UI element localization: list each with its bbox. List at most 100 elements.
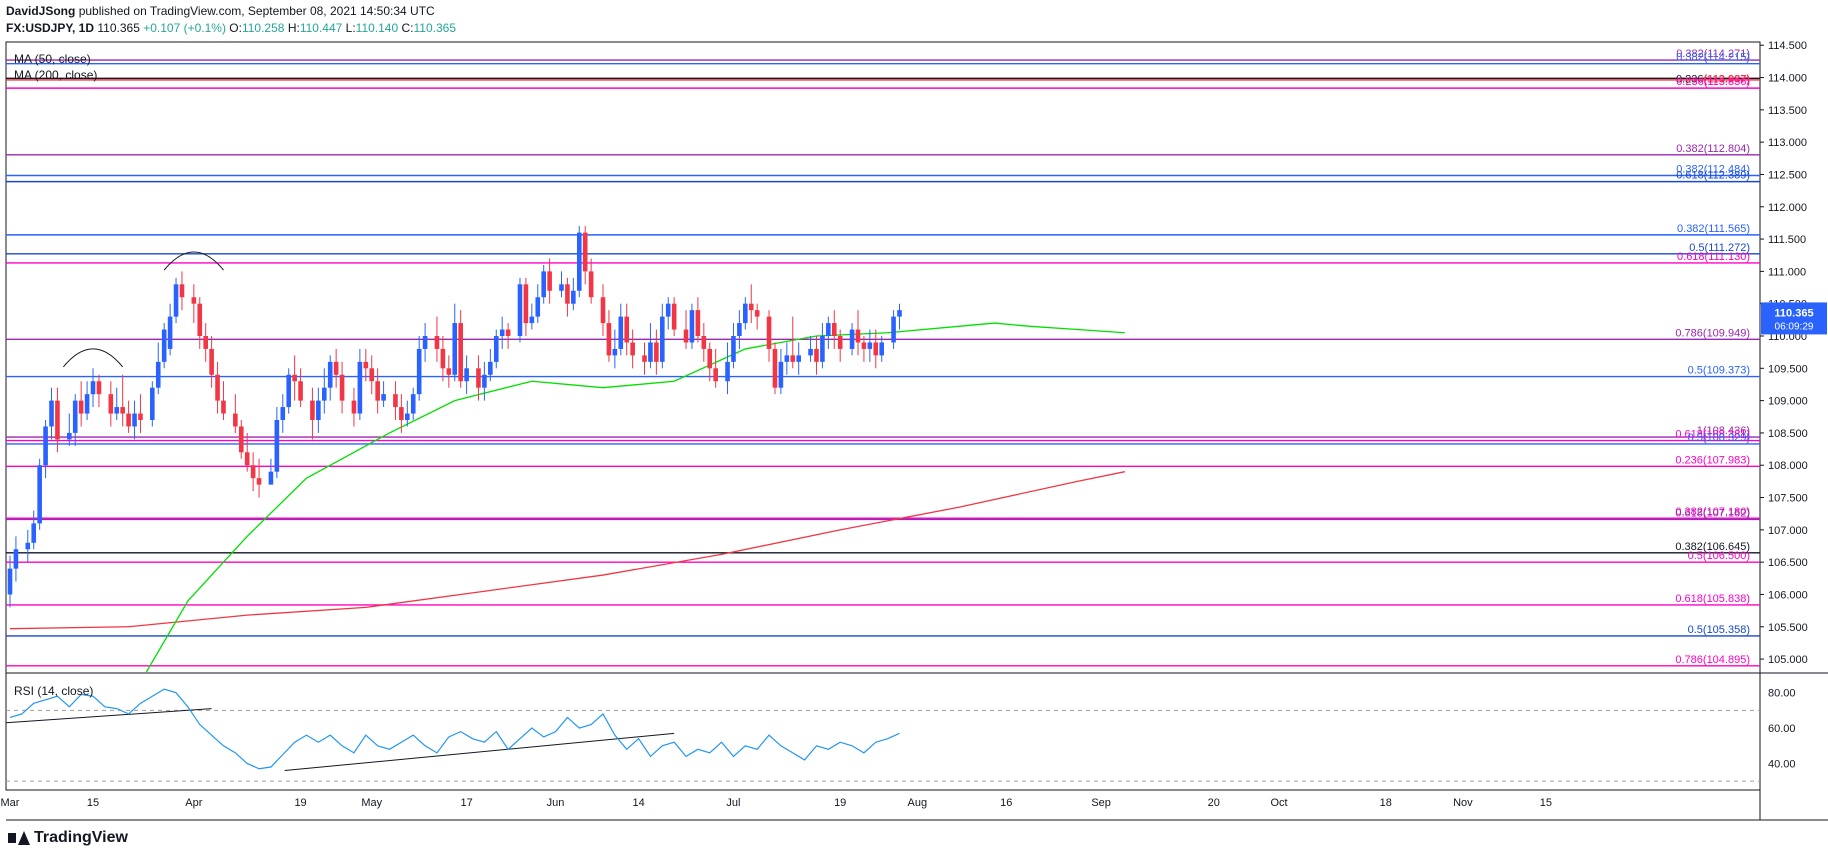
candle-body (250, 465, 256, 479)
pattern-arc (163, 251, 224, 271)
time-tick-label: Sep (1091, 797, 1111, 809)
price-tick-label: 109.500 (1768, 363, 1808, 375)
level-label: 0.618(111.130) (1677, 251, 1750, 263)
candle-body (126, 413, 131, 427)
price-tick-label: 112.500 (1768, 169, 1807, 181)
candle-body (849, 329, 855, 349)
price-tick-label: 111.500 (1768, 234, 1806, 246)
candle-body (286, 374, 292, 408)
candle-body (84, 394, 90, 414)
candle-body (268, 471, 274, 485)
symbol-name[interactable]: FX:USDJPY, 1D (6, 21, 95, 35)
time-tick-label: Nov (1453, 797, 1473, 809)
candle-body (96, 381, 102, 395)
ma50-line (145, 322, 1125, 673)
legend-entry: MA (200, close) (14, 68, 97, 82)
candle-body (559, 284, 564, 291)
level-label: 0.5(105.358) (1688, 624, 1750, 636)
chart-canvas[interactable]: 0.382(114.271)0.382(114.215)0.236(113.98… (0, 0, 1828, 825)
candle-body (369, 368, 375, 382)
candle-body (612, 348, 618, 356)
candle-body (855, 329, 861, 343)
candle-body (731, 336, 736, 362)
candle-body (820, 336, 825, 362)
candle-body (327, 361, 333, 388)
candle-body (725, 361, 730, 382)
rsi-trendline (5, 708, 212, 724)
candle-body (606, 323, 612, 356)
ma200-line (9, 471, 1125, 630)
candle-body (654, 342, 659, 362)
candle-body (482, 374, 487, 388)
candle-body (737, 323, 742, 336)
time-tick-label: Apr (185, 797, 202, 809)
candle-body (748, 303, 754, 311)
candle-body (879, 342, 885, 356)
candle-body (280, 407, 286, 420)
tradingview-logo-icon (8, 831, 30, 845)
candle-body (55, 400, 60, 440)
price-tick-label: 105.000 (1768, 654, 1808, 666)
candle-body (499, 329, 505, 336)
level-label: 0.5(108.329) (1688, 432, 1750, 444)
rsi-line (9, 688, 900, 770)
level-label: 1(108.436) (1697, 425, 1750, 437)
time-tick-label: 19 (294, 797, 306, 809)
time-tick-label: 15 (87, 797, 99, 809)
candle-body (238, 426, 244, 453)
tradingview-logo[interactable]: TradingView (8, 829, 128, 847)
candle-body (298, 381, 303, 401)
open-label: O: (229, 21, 242, 35)
candle-body (671, 303, 677, 330)
candle-body (233, 413, 238, 427)
candle-body (588, 271, 594, 298)
candle-body (571, 290, 576, 304)
candle-body (72, 400, 78, 433)
author-name[interactable]: DavidJSong (6, 4, 76, 18)
candle-body (665, 303, 671, 317)
candle-body (660, 316, 665, 362)
level-label: 0.5(109.373) (1688, 365, 1750, 377)
candle-body (695, 310, 701, 336)
rsi-tick-label: 80.00 (1768, 688, 1796, 700)
candle-body (375, 381, 380, 401)
candle-body (565, 284, 570, 304)
candle-body (410, 394, 416, 414)
time-tick-label: 15 (1540, 797, 1552, 809)
time-tick-label: Oct (1270, 797, 1287, 809)
time-tick-label: Jul (726, 797, 740, 809)
price-tick-label: 114.500 (1768, 40, 1807, 52)
candle-body (434, 336, 440, 349)
candle-body (778, 361, 784, 388)
legend-entry: MA (50, close) (14, 52, 91, 66)
price-tick-label: 109.000 (1768, 396, 1808, 408)
candle-body (167, 316, 173, 349)
candle-body (624, 316, 630, 343)
candle-body (796, 355, 801, 362)
candle-body (440, 348, 446, 369)
candle-body (292, 374, 297, 382)
candle-body (197, 303, 203, 336)
candle-body (67, 432, 72, 440)
candle-body (310, 400, 315, 420)
candle-body (837, 336, 843, 349)
candle-body (256, 478, 262, 485)
last-price-box (1761, 302, 1827, 335)
price-tick-label: 114.000 (1768, 73, 1807, 85)
candle-body (90, 381, 96, 395)
level-label: 0.236(113.836) (1676, 76, 1750, 88)
time-tick-label: 16 (1000, 797, 1012, 809)
candle-body (49, 400, 54, 427)
publish-text: published on TradingView.com, September … (78, 4, 435, 18)
candle-body (707, 348, 713, 369)
candle-body (333, 361, 339, 375)
time-tick-label: 18 (1380, 797, 1392, 809)
pattern-arc (62, 348, 124, 368)
candle-body (43, 426, 48, 466)
low-value: 110.140 (355, 21, 399, 35)
last-price: 110.365 (97, 21, 140, 35)
candle-body (132, 413, 137, 427)
level-label: 0.618(107.162) (1675, 507, 1750, 519)
candle-body (114, 407, 120, 414)
candle-body (523, 284, 529, 324)
